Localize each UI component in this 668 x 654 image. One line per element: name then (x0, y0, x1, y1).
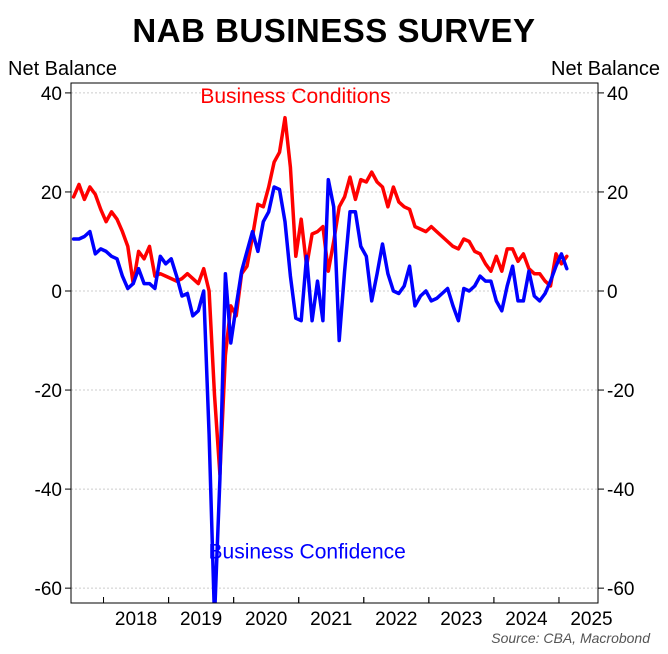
x-tick-label: 2021 (310, 609, 352, 630)
x-tick-label: 2024 (505, 609, 548, 630)
y-tick-label-right: 40 (607, 84, 628, 105)
y-tick-label-left: -40 (35, 480, 62, 501)
series-line-business-confidence (71, 177, 569, 603)
plot-frame (70, 82, 599, 604)
x-tick-label: 2023 (440, 609, 482, 630)
y-axis-label-left: Net Balance (8, 58, 117, 80)
series-lines (71, 115, 569, 603)
y-tick-label-left: 40 (41, 84, 62, 105)
annotations: Business Conditions Business Confidence (200, 85, 406, 564)
x-tick-label: 2018 (115, 609, 157, 630)
y-tick-label-right: -60 (607, 579, 634, 600)
gridlines (71, 92, 598, 589)
y-tick-label-right: 0 (607, 282, 618, 303)
y-tick-label-left: 0 (51, 282, 62, 303)
x-tick-label: 2025 (570, 609, 612, 630)
source-note: Source: CBA, Macrobond (491, 630, 650, 646)
y-tick-label-left: -60 (35, 579, 62, 600)
y-axis-label-right: Net Balance (551, 58, 660, 80)
y-ticks: 40 40 20 20 0 0 -20 -20 -40 -40 -60 -60 (35, 84, 635, 600)
y-tick-label-right: -20 (607, 381, 634, 402)
chart-title: NAB BUSINESS SURVEY (132, 12, 536, 49)
annotation-business-conditions: Business Conditions (200, 85, 390, 108)
x-tick-label: 2020 (245, 609, 287, 630)
x-tick-label: 2019 (180, 609, 222, 630)
y-tick-label-right: 20 (607, 183, 628, 204)
y-tick-label-right: -40 (607, 480, 634, 501)
y-tick-label-left: -20 (35, 381, 62, 402)
x-ticks: 2018 2019 2020 2021 2022 2023 2024 2025 (103, 597, 613, 630)
y-tick-label-left: 20 (41, 183, 62, 204)
x-tick-label: 2022 (375, 609, 417, 630)
annotation-business-confidence: Business Confidence (209, 540, 406, 563)
